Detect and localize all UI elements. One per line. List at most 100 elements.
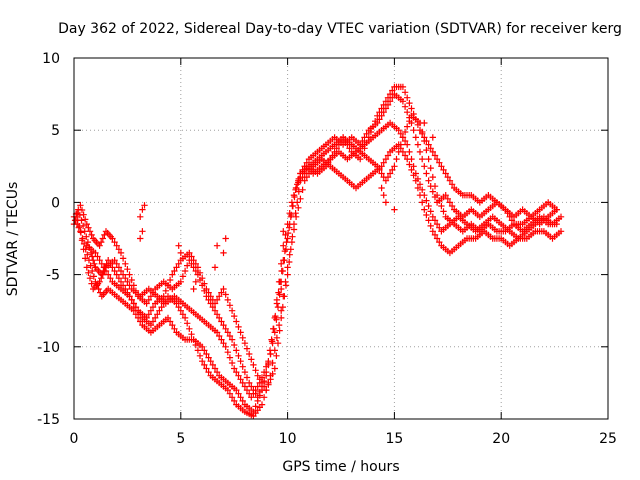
data-point	[288, 238, 296, 246]
data-point	[186, 325, 193, 332]
data-point	[177, 307, 184, 314]
data-point	[260, 394, 268, 401]
data-point	[284, 220, 291, 228]
data-point	[115, 275, 123, 282]
data-point	[431, 152, 439, 159]
data-point	[419, 155, 426, 163]
data-point	[374, 112, 381, 119]
data-point	[228, 359, 236, 367]
data-point	[327, 155, 334, 163]
data-point	[196, 269, 204, 276]
data-point	[254, 394, 261, 401]
data-point	[274, 340, 282, 347]
data-point	[137, 235, 144, 242]
data-point	[207, 358, 214, 365]
data-point	[357, 141, 364, 148]
data-point	[94, 253, 101, 260]
data-point	[263, 363, 270, 370]
data-point	[252, 386, 259, 394]
data-point	[184, 262, 191, 269]
data-point	[448, 181, 456, 188]
data-point	[429, 213, 436, 220]
data-point	[126, 271, 133, 278]
data-point	[436, 224, 443, 231]
data-point	[241, 383, 249, 390]
data-point	[421, 163, 428, 170]
data-point	[211, 264, 219, 271]
data-point	[442, 192, 449, 199]
data-point	[239, 334, 246, 341]
data-point	[414, 141, 422, 148]
data-point	[361, 145, 368, 152]
data-point	[147, 321, 155, 329]
data-point	[436, 238, 443, 246]
data-point	[448, 202, 456, 210]
data-point	[231, 312, 238, 320]
data-point	[406, 161, 413, 168]
data-point	[275, 278, 283, 285]
data-point	[369, 123, 377, 130]
data-point	[250, 390, 257, 397]
data-point	[226, 354, 234, 361]
y-tick-label: 0	[51, 195, 60, 211]
x-axis-label: GPS time / hours	[282, 459, 399, 475]
data-point	[201, 347, 208, 354]
data-point	[169, 321, 176, 329]
data-point	[429, 173, 436, 181]
x-tick-label: 10	[279, 431, 297, 447]
data-point	[226, 302, 234, 309]
data-point	[246, 379, 253, 387]
data-point	[86, 275, 94, 282]
data-point	[254, 383, 261, 390]
data-point	[299, 173, 306, 181]
data-point	[429, 188, 436, 195]
data-point	[376, 166, 383, 174]
data-point	[85, 257, 93, 264]
data-point	[156, 307, 163, 314]
data-point	[290, 220, 298, 228]
data-point	[425, 177, 432, 184]
data-point	[431, 231, 439, 239]
data-point	[119, 282, 127, 289]
data-point	[113, 271, 120, 278]
grid-lines	[74, 58, 608, 419]
data-point	[397, 130, 404, 137]
data-point	[258, 401, 266, 408]
data-point	[239, 397, 246, 405]
data-point	[278, 260, 285, 267]
data-point	[192, 267, 199, 275]
data-point	[218, 336, 225, 343]
data-point	[101, 267, 108, 275]
data-point	[406, 99, 413, 107]
data-point	[147, 307, 155, 314]
data-point	[211, 365, 219, 372]
data-point	[275, 321, 283, 329]
data-point	[404, 155, 411, 163]
data-point	[273, 352, 280, 359]
data-point	[256, 379, 263, 387]
data-point	[337, 137, 345, 145]
data-point	[213, 368, 221, 376]
data-point	[84, 251, 91, 258]
data-point	[295, 177, 302, 184]
data-point	[303, 159, 310, 166]
data-point	[367, 128, 375, 136]
data-point	[201, 361, 208, 369]
data-point	[284, 264, 291, 271]
data-point	[406, 148, 413, 156]
data-point	[199, 343, 206, 350]
data-point	[271, 314, 278, 322]
data-point	[96, 257, 103, 264]
data-point	[111, 257, 118, 264]
data-point	[239, 379, 246, 387]
data-point	[175, 242, 182, 249]
data-point	[389, 166, 396, 174]
data-point	[235, 372, 242, 379]
data-point	[433, 155, 441, 163]
data-point	[286, 258, 293, 266]
data-point	[188, 331, 195, 338]
data-point	[117, 249, 125, 257]
data-point	[224, 296, 231, 304]
data-point	[267, 376, 274, 383]
data-point	[408, 105, 415, 112]
